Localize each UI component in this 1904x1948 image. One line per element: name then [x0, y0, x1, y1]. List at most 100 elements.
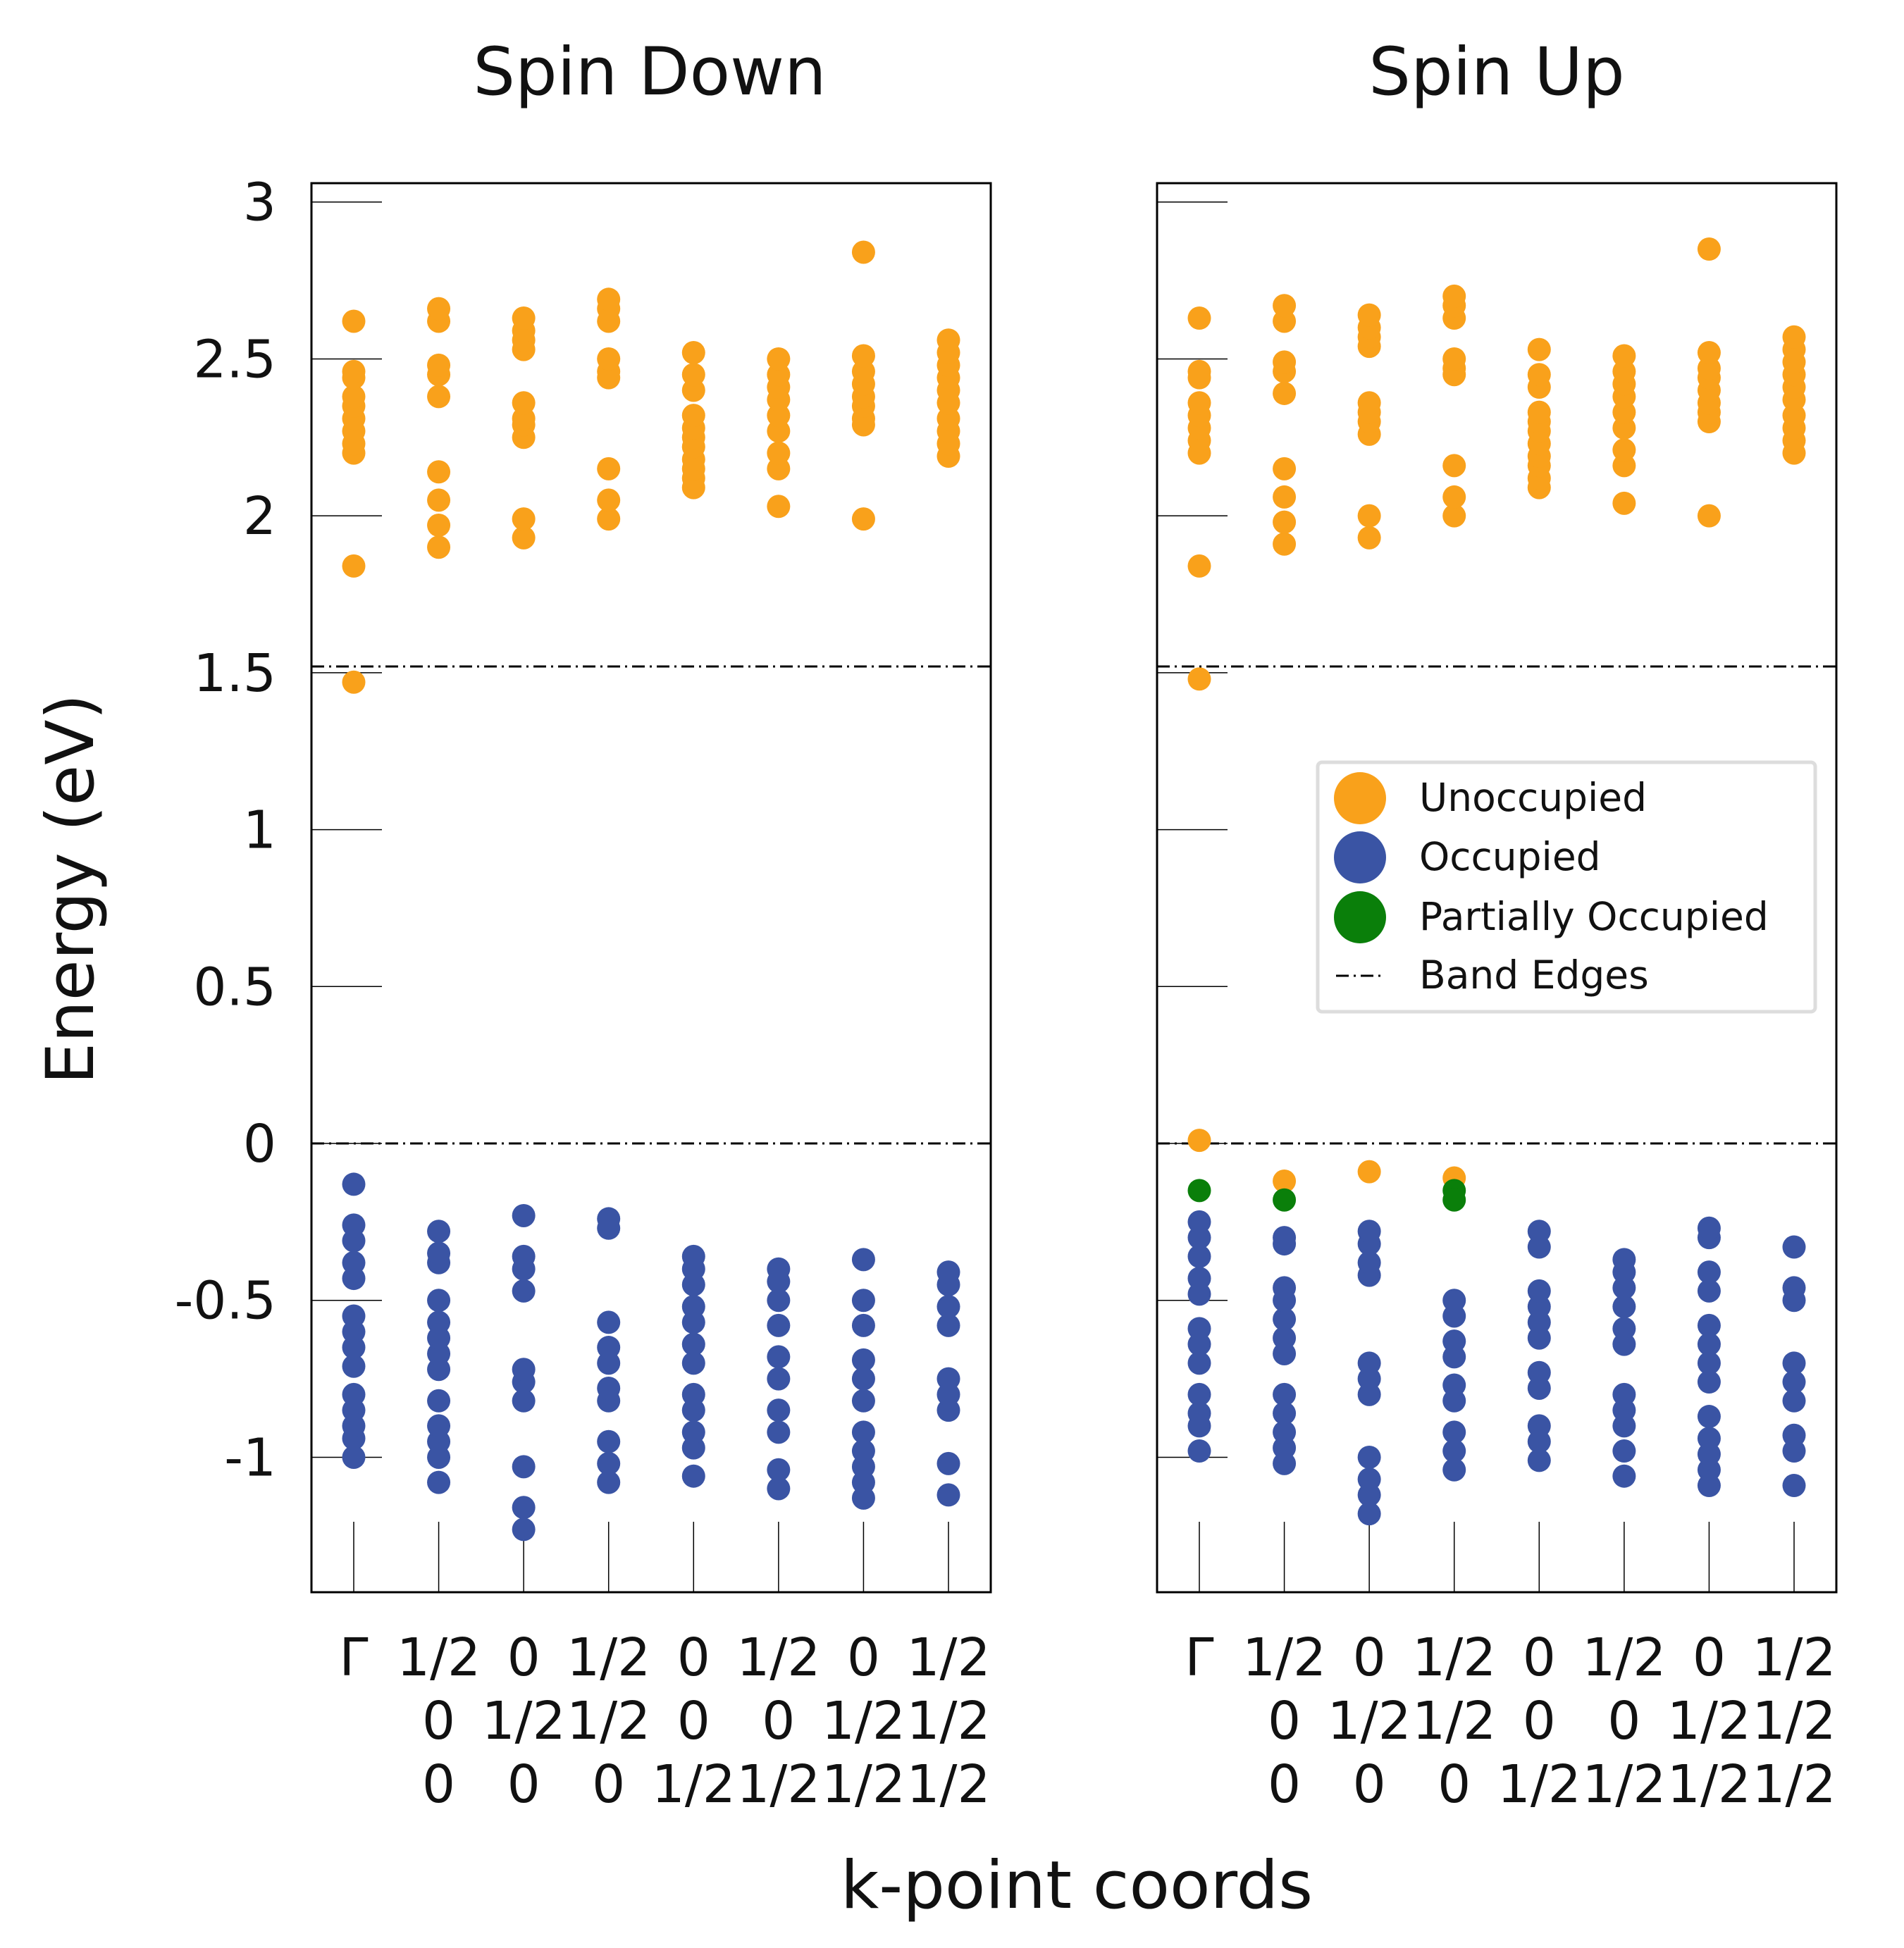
occupied-point-spin-down — [767, 1345, 791, 1369]
occupied-point-spin-up — [1612, 1295, 1636, 1319]
y-tick-labels: -1 -0.5 0 0.5 1 1.5 2 2.5 3 — [175, 173, 276, 1489]
partial-point-spin-up — [1442, 1188, 1466, 1212]
k-point-label: 0 — [507, 1754, 540, 1815]
occupied-point-spin-down — [427, 1220, 451, 1243]
k-point-labels-spin-down: Γ 1/20001/201/21/20001/21/201/201/21/21/2… — [339, 1627, 990, 1815]
occupied-point-spin-up — [1612, 1382, 1636, 1406]
legend-swatch-unoccupied — [1334, 772, 1386, 824]
occupied-point-spin-down — [512, 1455, 536, 1479]
panel-spin-down: Spin Down Γ 1/20001/201/21/20001/21/201/2… — [310, 34, 992, 1815]
k-point-label: 0 — [1353, 1627, 1386, 1688]
occupied-point-spin-up — [1442, 1458, 1466, 1482]
k-point-label: 0 — [677, 1627, 710, 1688]
y-tick-label: -1 — [224, 1427, 276, 1488]
unoccupied-point-spin-up — [1273, 510, 1297, 534]
occupied-point-spin-up — [1697, 1351, 1721, 1375]
occupied-point-spin-up — [1187, 1401, 1211, 1425]
unoccupied-point-spin-down — [427, 353, 451, 377]
k-point-label: 0 — [1268, 1691, 1301, 1751]
unoccupied-point-spin-up — [1357, 1160, 1381, 1184]
occupied-point-spin-down — [681, 1351, 705, 1375]
occupied-point-spin-up — [1357, 1445, 1381, 1469]
occupied-point-spin-up — [1527, 1279, 1551, 1303]
occupied-point-spin-up — [1357, 1251, 1381, 1274]
unoccupied-point-spin-down — [681, 341, 705, 365]
band-edges-spin-down — [311, 665, 991, 1145]
legend-label-occupied: Occupied — [1419, 834, 1601, 879]
unoccupied-point-spin-down — [427, 297, 451, 321]
occupied-point-spin-down — [851, 1348, 875, 1372]
legend-swatch-partially-occupied — [1334, 891, 1386, 943]
partial-point-spin-up — [1273, 1188, 1297, 1212]
occupied-point-spin-up — [1527, 1360, 1551, 1384]
occupied-point-spin-up — [1697, 1279, 1721, 1303]
occupied-point-spin-down — [767, 1398, 791, 1422]
occupied-point-spin-up — [1697, 1216, 1721, 1240]
unoccupied-point-spin-up — [1187, 554, 1211, 578]
occupied-point-spin-down — [851, 1289, 875, 1313]
occupied-point-spin-up — [1527, 1220, 1551, 1243]
k-point-label: 1/2 — [736, 1627, 820, 1688]
k-point-label: 1/2 — [822, 1754, 905, 1815]
occupied-point-spin-down — [342, 1213, 366, 1237]
y-tick-label: 0 — [243, 1114, 276, 1174]
panel-title-spin-down: Spin Down — [473, 34, 826, 111]
k-point-label: 1/2 — [1582, 1627, 1666, 1688]
occupied-point-spin-up — [1187, 1439, 1211, 1463]
occupied-point-spin-down — [512, 1358, 536, 1382]
occupied-point-spin-up — [1782, 1351, 1806, 1375]
occupied-point-spin-down — [767, 1367, 791, 1391]
occupied-point-spin-up — [1187, 1351, 1211, 1375]
unoccupied-point-spin-down — [342, 359, 366, 383]
occupied-point-spin-down — [767, 1257, 791, 1281]
occupied-point-spin-up — [1697, 1313, 1721, 1337]
x-axis-title: k-point coords — [841, 1847, 1313, 1924]
k-point-labels-spin-up: Γ 1/20001/201/21/20001/21/201/201/21/21/2… — [1185, 1627, 1836, 1815]
unoccupied-point-spin-down — [597, 457, 621, 480]
occupied-point-spin-down — [427, 1310, 451, 1334]
occupied-point-spin-up — [1442, 1439, 1466, 1463]
unoccupied-point-spin-down — [597, 488, 621, 512]
unoccupied-point-spin-up — [1273, 294, 1297, 318]
unoccupied-point-spin-up — [1697, 504, 1721, 528]
unoccupied-point-spin-down — [427, 385, 451, 409]
y-tick-label: 2.5 — [193, 329, 276, 390]
occupied-point-spin-down — [597, 1470, 621, 1494]
unoccupied-point-spin-down — [597, 287, 621, 311]
occupied-point-spin-down — [681, 1464, 705, 1488]
k-point-label: 0 — [847, 1627, 880, 1688]
occupied-point-spin-up — [1782, 1423, 1806, 1447]
unoccupied-point-spin-up — [1527, 363, 1551, 387]
occupied-point-spin-up — [1187, 1382, 1211, 1406]
occupied-point-spin-up — [1442, 1373, 1466, 1397]
k-point-label: 1/2 — [736, 1754, 820, 1815]
k-point-label: 0 — [1353, 1754, 1386, 1815]
y-tick-label: 0.5 — [193, 957, 276, 1017]
legend-swatch-occupied — [1334, 831, 1386, 883]
occupied-point-spin-down — [512, 1389, 536, 1413]
unoccupied-point-spin-down — [512, 306, 536, 330]
k-point-label: 1/2 — [822, 1691, 905, 1751]
occupied-point-spin-up — [1697, 1427, 1721, 1451]
unoccupied-point-spin-down — [427, 535, 451, 559]
unoccupied-point-spin-down — [342, 309, 366, 333]
occupied-point-spin-down — [936, 1313, 960, 1337]
k-point-label: 0 — [507, 1627, 540, 1688]
occupied-point-spin-down — [851, 1313, 875, 1337]
occupied-point-spin-down — [427, 1241, 451, 1265]
occupied-point-spin-down — [597, 1336, 621, 1360]
legend-box — [1316, 760, 1817, 1014]
occupied-point-spin-up — [1782, 1235, 1806, 1259]
occupied-point-spin-up — [1273, 1326, 1297, 1350]
unoccupied-point-spin-down — [342, 554, 366, 578]
occupied-point-spin-up — [1357, 1502, 1381, 1526]
occupied-point-spin-up — [1697, 1260, 1721, 1284]
band-edges-spin-up — [1157, 665, 1836, 1145]
occupied-point-spin-down — [936, 1295, 960, 1319]
occupied-point-spin-up — [1357, 1220, 1381, 1243]
unoccupied-point-spin-down — [597, 507, 621, 531]
occupied-point-spin-up — [1273, 1307, 1297, 1331]
occupied-point-spin-up — [1697, 1405, 1721, 1429]
occupied-point-spin-down — [681, 1295, 705, 1319]
occupied-point-spin-up — [1273, 1401, 1297, 1425]
